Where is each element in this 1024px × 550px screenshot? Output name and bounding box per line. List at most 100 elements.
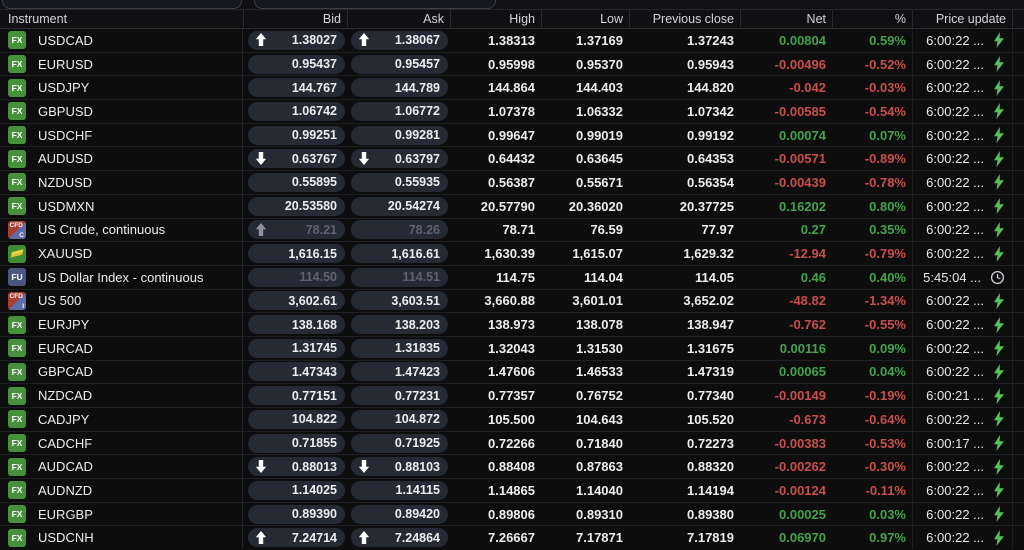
column-header-price-update[interactable]: Price update — [912, 10, 1012, 28]
table-row[interactable]: FX GBPCAD 1.47343 1.47423 1.47606 1.4653… — [0, 360, 1024, 385]
scrollbar-track[interactable] — [1012, 336, 1024, 360]
ask-price-button[interactable]: 0.88103 — [351, 457, 448, 477]
ask-price-button[interactable]: 0.95457 — [351, 54, 448, 74]
table-row[interactable]: FX USDCAD 1.38027 1.38067 1.38313 1.3716… — [0, 29, 1024, 53]
table-row[interactable]: CFD C US Crude, continuous 78.21 78.26 78… — [0, 218, 1024, 243]
ask-price-button[interactable]: 1.14115 — [351, 480, 448, 500]
scrollbar-track[interactable] — [1012, 408, 1024, 431]
table-row[interactable]: FX USDMXN 20.53580 20.54274 20.57790 20.… — [0, 194, 1024, 219]
bid-price-button[interactable]: 0.55895 — [248, 172, 345, 192]
scrollbar-track[interactable] — [1012, 455, 1024, 479]
bid-price-button[interactable]: 1.06742 — [248, 101, 345, 121]
bid-price-button[interactable]: 0.77151 — [248, 386, 345, 406]
scrollbar-track[interactable] — [1012, 431, 1024, 455]
ask-price-button[interactable]: 0.99281 — [351, 125, 448, 145]
column-header-bid[interactable]: Bid — [243, 10, 347, 28]
scrollbar-track[interactable] — [1012, 194, 1024, 218]
ask-price-button[interactable]: 0.55935 — [351, 172, 448, 192]
scrollbar-track[interactable] — [1012, 218, 1024, 242]
scrollbar-track[interactable] — [1012, 502, 1024, 526]
scrollbar-track[interactable] — [1012, 384, 1024, 407]
bid-price-button[interactable]: 104.822 — [248, 409, 345, 429]
bid-price-button[interactable]: 1,616.15 — [248, 244, 345, 264]
bid-price-button[interactable]: 3,602.61 — [248, 291, 345, 311]
column-header-previous-close[interactable]: Previous close — [629, 10, 740, 28]
ask-price-button[interactable]: 1.06772 — [351, 101, 448, 121]
table-row[interactable]: FX NZDCAD 0.77151 0.77231 0.77357 0.7675… — [0, 384, 1024, 408]
ask-price-button[interactable]: 1.31835 — [351, 338, 448, 358]
ask-price-button[interactable]: 104.872 — [351, 409, 448, 429]
column-header-net[interactable]: Net — [740, 10, 832, 28]
symbol-input-box-right[interactable] — [254, 0, 496, 9]
bid-price-button[interactable]: 144.767 — [248, 78, 345, 98]
bid-price-button[interactable]: 0.99251 — [248, 125, 345, 145]
scrollbar-track[interactable] — [1012, 29, 1024, 52]
bid-price-button[interactable]: 1.14025 — [248, 480, 345, 500]
scrollbar-track[interactable] — [1012, 479, 1024, 502]
column-header-percent[interactable]: % — [832, 10, 912, 28]
bid-price-button[interactable]: 0.95437 — [248, 54, 345, 74]
scrollbar-track[interactable] — [1012, 265, 1024, 289]
scrollbar-track[interactable] — [1012, 147, 1024, 171]
scrollbar-track[interactable] — [1012, 52, 1024, 76]
column-header-instrument[interactable]: Instrument — [8, 12, 68, 26]
table-row[interactable]: CFD I US 500 3,602.61 3,603.51 3,660.88 3… — [0, 289, 1024, 314]
bid-price-button[interactable]: 20.53580 — [248, 196, 345, 216]
column-header-high[interactable]: High — [450, 10, 541, 28]
table-row[interactable]: FX USDJPY 144.767 144.789 144.864 144.40… — [0, 76, 1024, 101]
bid-price-button[interactable]: 1.31745 — [248, 338, 345, 358]
ask-value: 1.38067 — [394, 33, 440, 48]
table-row[interactable]: FX AUDUSD 0.63767 0.63797 0.64432 0.6364… — [0, 147, 1024, 172]
table-row[interactable]: FX AUDCAD 0.88013 0.88103 0.88408 0.8786… — [0, 455, 1024, 480]
scrollbar-track[interactable] — [1012, 76, 1024, 100]
table-row[interactable]: FX AUDNZD 1.14025 1.14115 1.14865 1.1404… — [0, 479, 1024, 503]
scrollbar-track[interactable] — [1012, 360, 1024, 384]
scrollbar-track[interactable] — [1012, 171, 1024, 194]
ask-price-button[interactable]: 20.54274 — [351, 196, 448, 216]
ask-price-button[interactable]: 0.71925 — [351, 433, 448, 453]
table-row[interactable]: FX EURJPY 138.168 138.203 138.973 138.07… — [0, 313, 1024, 337]
table-row[interactable]: XAUUSD 1,616.15 1,616.61 1,630.39 1,615.… — [0, 242, 1024, 266]
scrollbar-track[interactable] — [1012, 100, 1024, 123]
table-row[interactable]: FX CADCHF 0.71855 0.71925 0.72266 0.7184… — [0, 431, 1024, 456]
table-row[interactable]: FX USDCHF 0.99251 0.99281 0.99647 0.9901… — [0, 123, 1024, 148]
bid-price-button[interactable]: 0.71855 — [248, 433, 345, 453]
table-row[interactable]: FX EURCAD 1.31745 1.31835 1.32043 1.3153… — [0, 336, 1024, 361]
table-row[interactable]: FU US Dollar Index - continuous 114.50 1… — [0, 265, 1024, 290]
ask-price-button[interactable]: 1,616.61 — [351, 244, 448, 264]
bid-price-button[interactable]: 0.63767 — [248, 149, 345, 169]
ask-price-button[interactable]: 3,603.51 — [351, 291, 448, 311]
ask-price-button[interactable]: 144.789 — [351, 78, 448, 98]
ask-price-button[interactable]: 1.47423 — [351, 362, 448, 382]
ask-price-button[interactable]: 0.89420 — [351, 504, 448, 524]
ask-price-button[interactable]: 78.26 — [351, 220, 448, 240]
ask-price-button[interactable]: 0.63797 — [351, 149, 448, 169]
bid-price-button[interactable]: 114.50 — [248, 267, 345, 287]
ask-price-button[interactable]: 114.51 — [351, 267, 448, 287]
column-header-low[interactable]: Low — [541, 10, 629, 28]
bid-price-button[interactable]: 0.88013 — [248, 457, 345, 477]
scrollbar-track[interactable] — [1012, 313, 1024, 336]
bid-price-button[interactable]: 1.38027 — [248, 30, 345, 50]
table-row[interactable]: FX EURUSD 0.95437 0.95457 0.95998 0.9537… — [0, 52, 1024, 77]
column-header-ask[interactable]: Ask — [347, 10, 450, 28]
scrollbar-track[interactable] — [1012, 242, 1024, 265]
table-row[interactable]: FX GBPUSD 1.06742 1.06772 1.07378 1.0633… — [0, 100, 1024, 124]
bid-price-button[interactable]: 7.24714 — [248, 528, 345, 548]
table-row[interactable]: FX CADJPY 104.822 104.872 105.500 104.64… — [0, 408, 1024, 432]
bid-price-button[interactable]: 78.21 — [248, 220, 345, 240]
ask-price-button[interactable]: 7.24864 — [351, 528, 448, 548]
table-row[interactable]: FX NZDUSD 0.55895 0.55935 0.56387 0.5567… — [0, 171, 1024, 195]
table-row[interactable]: FX USDCNH 7.24714 7.24864 7.26667 7.1787… — [0, 526, 1024, 550]
scrollbar-track[interactable] — [1012, 123, 1024, 147]
ask-price-button[interactable]: 0.77231 — [351, 386, 448, 406]
symbol-input-box-left[interactable] — [2, 0, 242, 9]
bid-price-button[interactable]: 138.168 — [248, 315, 345, 335]
scrollbar-track[interactable] — [1012, 289, 1024, 313]
ask-price-button[interactable]: 138.203 — [351, 315, 448, 335]
scrollbar-track[interactable] — [1012, 526, 1024, 550]
bid-price-button[interactable]: 0.89390 — [248, 504, 345, 524]
ask-price-button[interactable]: 1.38067 — [351, 30, 448, 50]
table-row[interactable]: FX EURGBP 0.89390 0.89420 0.89806 0.8931… — [0, 502, 1024, 527]
bid-price-button[interactable]: 1.47343 — [248, 362, 345, 382]
